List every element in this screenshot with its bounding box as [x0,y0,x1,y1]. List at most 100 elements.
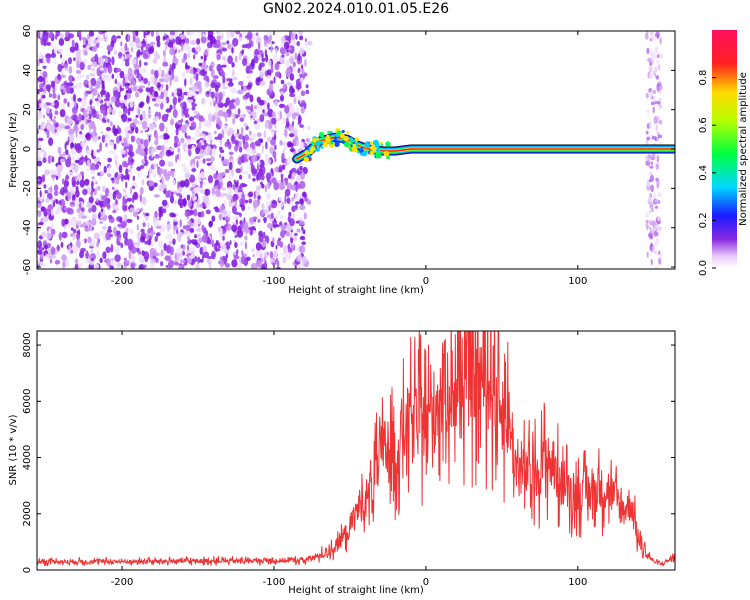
noise-blob [157,54,161,60]
noise-blob [57,48,64,53]
noise-blob [54,260,61,265]
noise-blob [143,77,149,85]
noise-blob [38,88,45,93]
noise-blob [282,256,287,264]
noise-blob [129,122,136,131]
noise-blob [94,80,101,90]
noise-blob [120,221,127,229]
noise-blob [59,191,62,195]
noise-blob [224,58,228,66]
noise-blob [50,246,56,255]
noise-blob [133,211,139,218]
noise-blob [93,150,97,157]
noise-blob [279,140,283,146]
noise-blob [168,240,174,246]
noise-blob [236,249,239,254]
noise-blob [152,147,157,153]
noise-blob [271,111,276,117]
noise-blob [134,91,140,98]
noise-blob [236,263,242,269]
noise-blob [250,262,257,269]
noise-blob [237,89,244,95]
noise-blob [240,117,245,122]
noise-blob [220,172,226,176]
signal-speckle [320,145,324,149]
noise-blob [40,124,44,131]
noise-blob [65,149,69,156]
noise-blob [115,199,118,205]
noise-blob [176,192,182,197]
stripe-blob [654,266,659,269]
signal-speckle [375,148,381,153]
noise-blob [48,228,52,234]
noise-blob [262,109,265,114]
noise-blob [178,49,181,53]
noise-blob [271,129,275,138]
noise-blob [42,157,47,164]
noise-blob [86,203,93,209]
noise-blob [113,128,119,134]
noise-blob [200,145,206,150]
noise-blob [167,170,172,177]
noise-blob [222,47,227,52]
noise-blob [218,213,223,221]
noise-blob [44,169,47,177]
noise-blob [178,154,182,162]
stripe-blob [653,193,657,198]
noise-blob [219,48,223,52]
noise-blob [110,177,115,181]
noise-blob [234,55,238,63]
noise-blob [285,117,289,123]
noise-blob [211,187,216,196]
noise-blob [58,38,65,46]
noise-blob [255,259,263,268]
noise-blob [176,153,180,160]
noise-blob [231,259,238,268]
noise-blob [116,230,121,236]
noise-blob [137,172,141,178]
bottom-y-tick-label: 0 [22,567,33,573]
noise-blob [45,84,51,92]
noise-blob [298,262,304,269]
noise-blob [64,175,68,182]
noise-blob [227,174,231,181]
noise-blob [185,138,192,144]
noise-blob [57,63,63,73]
noise-blob [182,250,186,256]
noise-blob [299,124,304,128]
noise-blob [279,215,285,220]
noise-blob [42,198,45,203]
noise-blob [294,192,301,201]
noise-blob [86,90,92,95]
noise-blob [162,61,169,67]
noise-blob [187,199,192,208]
noise-blob [64,36,71,42]
noise-blob [53,99,60,109]
noise-blob [201,149,204,153]
noise-blob [113,154,119,161]
noise-blob [245,43,252,49]
stripe-blob [654,101,660,105]
noise-blob [174,135,179,144]
stripe-blob [648,66,653,73]
top-x-tick-label: 100 [568,276,587,287]
noise-blob [57,94,61,101]
noise-blob [232,37,239,47]
noise-blob [125,260,130,265]
top-y-tick-label: 60 [22,25,33,38]
noise-blob [270,168,274,174]
noise-blob [242,170,249,175]
noise-blob [70,227,74,231]
noise-blob [240,85,244,91]
noise-blob [42,193,46,200]
noise-blob [195,127,200,134]
noise-blob [181,42,184,52]
noise-blob [301,241,307,245]
noise-blob [74,159,80,164]
noise-blob [112,209,117,214]
noise-blob [234,241,238,249]
noise-blob [137,108,141,116]
noise-blob [291,111,296,120]
noise-blob [226,180,233,190]
noise-blob [222,55,226,61]
